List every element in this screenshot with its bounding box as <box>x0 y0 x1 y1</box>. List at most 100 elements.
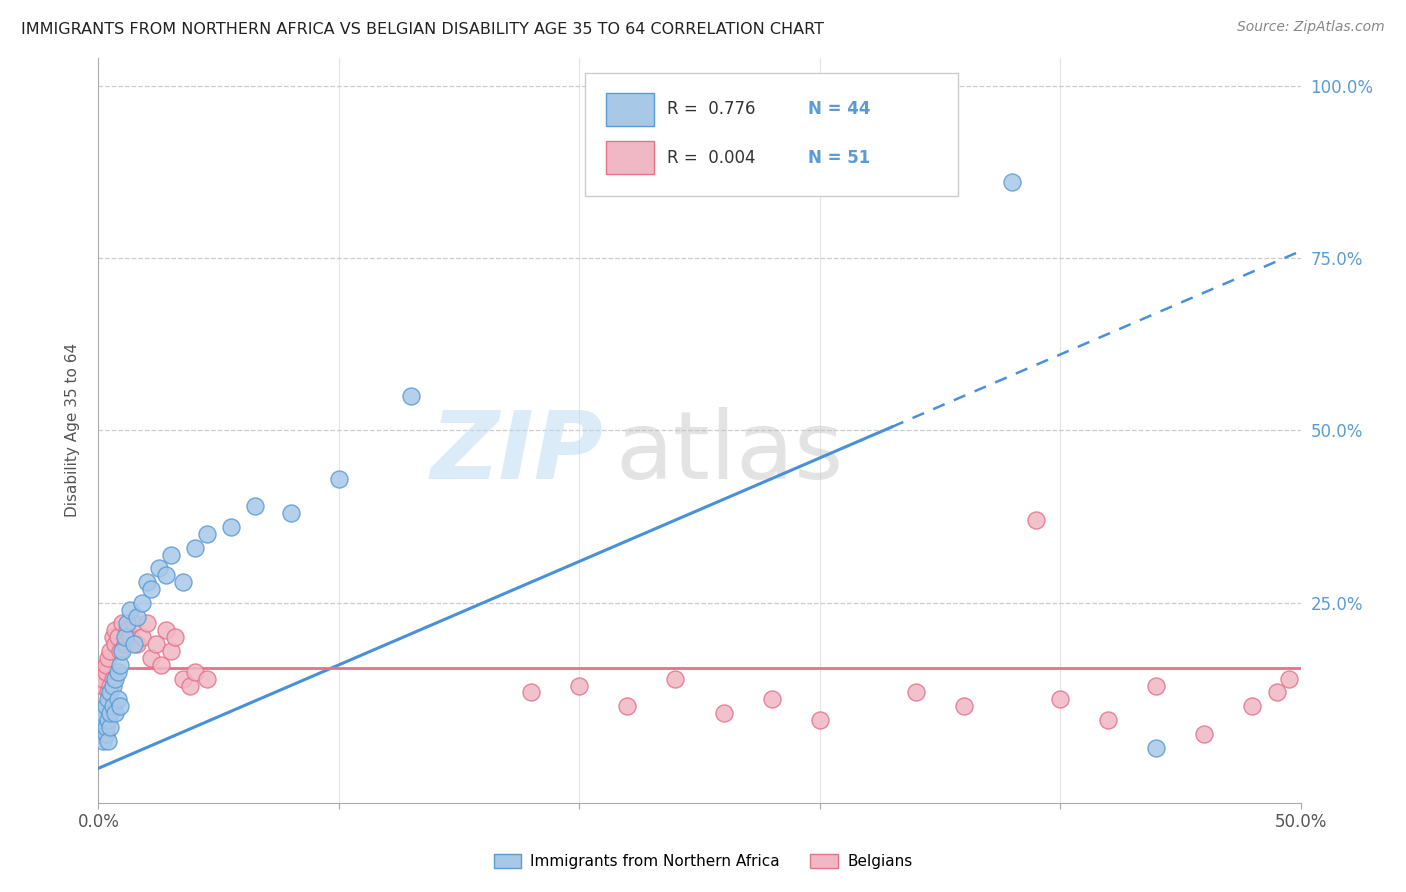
Point <box>101 699 124 714</box>
Point <box>1241 699 1264 714</box>
Point <box>101 672 124 686</box>
Point <box>195 672 218 686</box>
Point <box>107 692 129 706</box>
Point <box>125 609 148 624</box>
Point <box>91 706 114 720</box>
Point <box>101 679 124 693</box>
FancyBboxPatch shape <box>606 142 654 174</box>
Point <box>104 637 127 651</box>
Point <box>94 665 117 679</box>
Point <box>808 713 831 727</box>
Point <box>1277 672 1299 686</box>
Point <box>904 685 927 699</box>
Point <box>97 692 120 706</box>
Point <box>399 389 422 403</box>
Point <box>243 500 266 514</box>
Point <box>135 616 157 631</box>
Point <box>1001 175 1024 189</box>
Point <box>761 692 783 706</box>
Point <box>713 706 735 720</box>
Point <box>125 637 148 651</box>
Point <box>91 733 114 747</box>
Point <box>97 685 120 699</box>
Point <box>155 568 177 582</box>
Point <box>664 672 686 686</box>
Point <box>141 582 163 596</box>
Point <box>108 699 131 714</box>
Point <box>145 637 167 651</box>
Text: IMMIGRANTS FROM NORTHERN AFRICA VS BELGIAN DISABILITY AGE 35 TO 64 CORRELATION C: IMMIGRANTS FROM NORTHERN AFRICA VS BELGI… <box>21 22 824 37</box>
Text: atlas: atlas <box>616 407 844 499</box>
Point <box>141 651 163 665</box>
Point <box>1265 685 1288 699</box>
Legend: Immigrants from Northern Africa, Belgians: Immigrants from Northern Africa, Belgian… <box>488 847 918 875</box>
Point <box>97 733 120 747</box>
Point <box>117 624 139 638</box>
Point <box>100 720 122 734</box>
Text: ZIP: ZIP <box>430 407 603 499</box>
Point <box>104 706 127 720</box>
Point <box>94 657 117 672</box>
Y-axis label: Disability Age 35 to 64: Disability Age 35 to 64 <box>65 343 80 517</box>
Point <box>100 644 122 658</box>
Point <box>91 679 114 693</box>
Point <box>953 699 976 714</box>
Point <box>108 657 131 672</box>
Point <box>91 713 114 727</box>
Point <box>1144 679 1167 693</box>
Point <box>100 679 122 693</box>
Point <box>90 665 112 679</box>
Text: R =  0.776: R = 0.776 <box>666 101 755 119</box>
Point <box>328 472 350 486</box>
Point <box>172 672 194 686</box>
FancyBboxPatch shape <box>585 73 957 195</box>
Point <box>118 603 141 617</box>
Point <box>183 665 205 679</box>
Point <box>94 720 117 734</box>
Point <box>101 630 124 644</box>
Point <box>94 699 117 714</box>
Text: Source: ZipAtlas.com: Source: ZipAtlas.com <box>1237 20 1385 34</box>
Point <box>520 685 543 699</box>
Point <box>195 526 218 541</box>
Point <box>90 727 112 741</box>
Point <box>91 672 114 686</box>
Point <box>97 713 120 727</box>
Point <box>111 616 134 631</box>
Point <box>94 727 117 741</box>
Point <box>108 644 131 658</box>
Text: N = 51: N = 51 <box>807 149 870 167</box>
Point <box>104 624 127 638</box>
Point <box>1025 513 1047 527</box>
Point <box>159 644 181 658</box>
Point <box>1144 740 1167 755</box>
Point <box>107 630 129 644</box>
Point <box>165 630 187 644</box>
Point <box>104 672 127 686</box>
Point <box>172 575 194 590</box>
Point <box>135 575 157 590</box>
Point <box>149 657 172 672</box>
Point <box>1049 692 1071 706</box>
Point <box>1194 727 1216 741</box>
Point <box>131 596 153 610</box>
Point <box>131 630 153 644</box>
Point <box>114 637 136 651</box>
Point <box>1097 713 1119 727</box>
Point <box>280 506 302 520</box>
Point <box>90 720 112 734</box>
Point <box>107 665 129 679</box>
Point <box>183 541 205 555</box>
Point <box>111 644 134 658</box>
Text: R =  0.004: R = 0.004 <box>666 149 755 167</box>
Point <box>117 616 139 631</box>
Point <box>90 672 112 686</box>
Point <box>100 706 122 720</box>
Point <box>179 679 201 693</box>
Point <box>159 548 181 562</box>
Point <box>616 699 638 714</box>
Point <box>155 624 177 638</box>
Point <box>148 561 170 575</box>
Text: N = 44: N = 44 <box>807 101 870 119</box>
Point <box>118 630 141 644</box>
